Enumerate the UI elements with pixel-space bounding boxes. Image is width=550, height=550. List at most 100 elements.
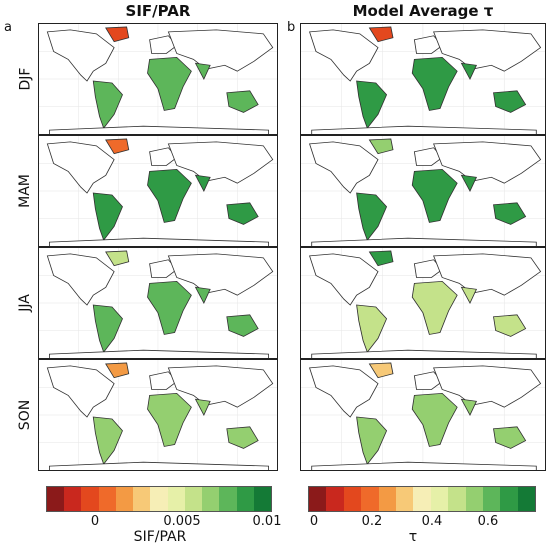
- india-outline: [460, 398, 478, 416]
- asia-outline: [167, 253, 274, 296]
- greenland-outline: [368, 362, 394, 379]
- south-america-outline: [356, 304, 388, 353]
- india-outline: [194, 398, 211, 416]
- asia-outline: [167, 365, 274, 408]
- colorbar-swatch: [395, 487, 414, 511]
- greenland-outline: [368, 26, 394, 43]
- panel-letter-b: b: [287, 20, 296, 35]
- sif-par-colorbar: [46, 486, 272, 512]
- north-america-outline: [46, 253, 115, 306]
- colorbar-swatch: [448, 487, 466, 511]
- north-america-outline: [308, 141, 379, 194]
- sif-par-map-jja: [38, 247, 278, 359]
- africa-outline: [411, 168, 458, 223]
- europe-outline: [149, 259, 178, 278]
- greenland-outline: [105, 250, 130, 267]
- australia-outline: [493, 202, 527, 225]
- colorbar-swatch: [482, 487, 501, 511]
- colorbar-swatch: [115, 487, 134, 511]
- asia-outline: [433, 141, 542, 184]
- south-america-outline: [92, 416, 123, 465]
- greenland-outline: [368, 138, 394, 155]
- antarctica-outline: [49, 125, 269, 134]
- europe-outline: [413, 147, 443, 166]
- india-outline: [194, 286, 211, 304]
- africa-outline: [147, 280, 192, 335]
- africa-outline: [411, 56, 458, 111]
- tau-tick-0-2: 0.2: [361, 514, 383, 529]
- greenland-outline: [105, 362, 130, 379]
- colorbar-swatch: [150, 487, 168, 511]
- colorbar-swatch: [326, 487, 344, 511]
- panel-letter-a: a: [4, 20, 12, 35]
- india-outline: [460, 286, 478, 304]
- europe-outline: [413, 35, 443, 54]
- india-outline: [194, 62, 211, 80]
- antarctica-outline: [311, 237, 537, 246]
- africa-outline: [411, 392, 458, 447]
- north-america-outline: [308, 253, 379, 306]
- south-america-outline: [92, 80, 123, 129]
- europe-outline: [149, 35, 178, 54]
- colorbar-swatch: [343, 487, 362, 511]
- column-title-sif-par: SIF/PAR: [125, 2, 191, 20]
- colorbar-swatch: [219, 487, 237, 511]
- colorbar-swatch: [167, 487, 185, 511]
- sif-par-map-djf: [38, 23, 278, 135]
- australia-outline: [226, 202, 259, 225]
- south-america-outline: [92, 304, 123, 353]
- colorbar-swatch: [378, 487, 396, 511]
- africa-outline: [411, 280, 458, 335]
- south-america-outline: [356, 416, 388, 465]
- africa-outline: [147, 392, 192, 447]
- tau-tick-0-6: 0.6: [477, 514, 499, 529]
- colorbar-swatch: [430, 487, 449, 511]
- australia-outline: [493, 90, 527, 113]
- greenland-outline: [105, 138, 130, 155]
- north-america-outline: [46, 141, 115, 194]
- model-tau-map-son: [300, 359, 546, 471]
- sif-par-tick-0-01: 0.01: [252, 514, 282, 529]
- colorbar-swatch: [184, 487, 203, 511]
- greenland-outline: [368, 250, 394, 267]
- model-tau-map-djf: [300, 23, 546, 135]
- asia-outline: [167, 141, 274, 184]
- sif-par-map-mam: [38, 135, 278, 247]
- europe-outline: [413, 259, 443, 278]
- north-america-outline: [46, 365, 115, 418]
- colorbar-swatch: [413, 487, 431, 511]
- colorbar-swatch: [236, 487, 254, 511]
- australia-outline: [226, 426, 259, 449]
- column-title-model-tau: Model Average τ: [352, 2, 494, 20]
- europe-outline: [149, 147, 178, 166]
- antarctica-outline: [311, 461, 537, 470]
- colorbar-swatch: [361, 487, 379, 511]
- australia-outline: [226, 90, 259, 113]
- sif-par-tick-0-005: 0.005: [163, 514, 201, 529]
- sif-par-tick-0: 0: [90, 514, 100, 529]
- antarctica-outline: [311, 349, 537, 358]
- colorbar-swatch: [98, 487, 116, 511]
- colorbar-swatch: [517, 487, 536, 511]
- north-america-outline: [46, 29, 115, 82]
- africa-outline: [147, 168, 192, 223]
- australia-outline: [493, 314, 527, 337]
- europe-outline: [413, 371, 443, 390]
- colorbar-swatch: [500, 487, 518, 511]
- tau-tick-0: 0: [309, 514, 319, 529]
- north-america-outline: [308, 365, 379, 418]
- asia-outline: [433, 365, 542, 408]
- india-outline: [194, 174, 211, 192]
- india-outline: [460, 62, 478, 80]
- colorbar-swatch: [64, 487, 82, 511]
- south-america-outline: [92, 192, 123, 241]
- india-outline: [460, 174, 478, 192]
- greenland-outline: [105, 26, 130, 43]
- colorbar-swatch: [133, 487, 151, 511]
- antarctica-outline: [49, 237, 269, 246]
- australia-outline: [493, 426, 527, 449]
- africa-outline: [147, 56, 192, 111]
- europe-outline: [149, 371, 178, 390]
- season-label-djf: DJF: [17, 67, 33, 91]
- colorbar-swatch: [465, 487, 483, 511]
